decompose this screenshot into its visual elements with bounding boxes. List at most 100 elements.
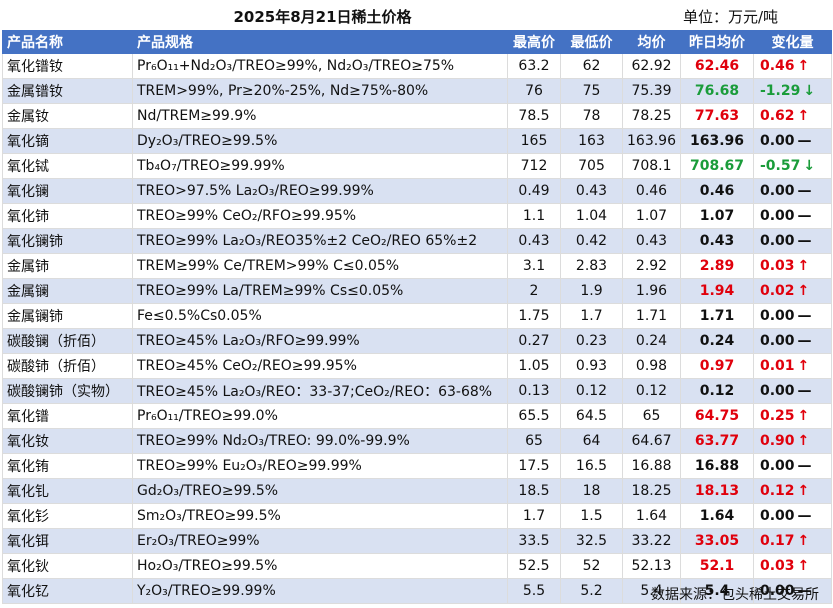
low-price-cell: 62 — [560, 53, 623, 79]
product-spec-cell: Y₂O₃/TREO≥99.99% — [132, 578, 508, 604]
arrow-up-icon: ↑ — [797, 258, 810, 274]
product-spec-cell: Sm₂O₃/TREO≥99.5% — [132, 503, 508, 529]
avg-price-cell: 1.64 — [622, 503, 681, 529]
product-name-cell: 金属镧铈 — [2, 303, 133, 329]
high-price-cell: 0.49 — [507, 178, 561, 204]
product-name-cell: 金属铈 — [2, 253, 133, 279]
change-value: 0.00 — [760, 183, 795, 199]
change-value: 0.00 — [760, 333, 795, 349]
change-cell: 0.17 ↑ — [753, 528, 832, 554]
avg-price-cell: 75.39 — [622, 78, 681, 104]
arrow-up-icon: ↑ — [797, 58, 810, 74]
yesterday-avg-cell: 63.77 — [680, 428, 754, 454]
low-price-cell: 64.5 — [560, 403, 623, 429]
product-spec-cell: TREO≥45% CeO₂/REO≥99.95% — [132, 353, 508, 379]
low-price-cell: 2.83 — [560, 253, 623, 279]
yesterday-avg-cell: 64.75 — [680, 403, 754, 429]
avg-price-cell: 0.98 — [622, 353, 681, 379]
low-price-cell: 52 — [560, 553, 623, 579]
change-value: 0.00 — [760, 208, 795, 224]
table-row: 氧化钐 Sm₂O₃/TREO≥99.5% 1.7 1.5 1.64 1.64 0.00— — [2, 503, 832, 529]
arrow-up-icon: ↑ — [797, 558, 810, 574]
change-cell: 0.00— — [753, 453, 832, 479]
arrow-up-icon: ↑ — [797, 483, 810, 499]
product-spec-cell: TREM>99%, Pr≥20%-25%, Nd≥75%-80% — [132, 78, 508, 104]
yesterday-avg-cell: 2.89 — [680, 253, 754, 279]
product-spec-cell: Pr₆O₁₁/TREO≥99.0% — [132, 403, 508, 429]
unit-label: 单位：万元/吨 — [683, 8, 779, 26]
product-spec-cell: TREO≥99% Eu₂O₃/REO≥99.99% — [132, 453, 508, 479]
avg-price-cell: 52.13 — [622, 553, 681, 579]
product-name-cell: 碳酸镧铈（实物） — [2, 378, 133, 404]
yesterday-avg-cell: 1.94 — [680, 278, 754, 304]
avg-price-cell: 5.4 — [622, 578, 681, 604]
product-name-cell: 氧化镨 — [2, 403, 133, 429]
change-value: 0.03 — [760, 558, 795, 574]
product-name-cell: 金属镨钕 — [2, 78, 133, 104]
high-price-cell: 18.5 — [507, 478, 561, 504]
product-spec-cell: Er₂O₃/TREO≥99% — [132, 528, 508, 554]
dash-icon: — — [797, 233, 812, 249]
change-value: 0.00 — [760, 133, 795, 149]
change-value: -0.57 — [760, 158, 801, 174]
product-spec-cell: TREO≥45% La₂O₃/REO：33-37;CeO₂/REO：63-68% — [132, 378, 508, 404]
table-row: 氧化镧 TREO>97.5% La₂O₃/REO≥99.99% 0.49 0.43 0.… — [2, 178, 832, 204]
arrow-up-icon: ↑ — [797, 283, 810, 299]
arrow-up-icon: ↑ — [797, 408, 810, 424]
table-row: 氧化钆 Gd₂O₃/TREO≥99.5% 18.5 18 18.25 18.13 0.12 ↑ — [2, 478, 832, 504]
low-price-cell: 163 — [560, 128, 623, 154]
product-spec-cell: Tb₄O₇/TREO≥99.99% — [132, 153, 508, 179]
yesterday-avg-cell: 0.24 — [680, 328, 754, 354]
product-name-cell: 氧化镨钕 — [2, 53, 133, 79]
high-price-cell: 33.5 — [507, 528, 561, 554]
header-yesterday: 昨日均价 — [680, 30, 754, 54]
yesterday-avg-cell: 62.46 — [680, 53, 754, 79]
low-price-cell: 18 — [560, 478, 623, 504]
high-price-cell: 52.5 — [507, 553, 561, 579]
product-spec-cell: TREO≥99% La/TREM≥99% Cs≤0.05% — [132, 278, 508, 304]
low-price-cell: 0.42 — [560, 228, 623, 254]
table-row: 氧化镧铈 TREO≥99% La₂O₃/REO35%±2 CeO₂/REO 65%… — [2, 228, 832, 254]
product-spec-cell: TREM≥99% Ce/TREM>99% C≤0.05% — [132, 253, 508, 279]
arrow-up-icon: ↑ — [797, 108, 810, 124]
dash-icon: — — [797, 183, 812, 199]
avg-price-cell: 64.67 — [622, 428, 681, 454]
header-high: 最高价 — [507, 30, 561, 54]
low-price-cell: 64 — [560, 428, 623, 454]
product-name-cell: 氧化镧 — [2, 178, 133, 204]
high-price-cell: 3.1 — [507, 253, 561, 279]
change-value: 0.25 — [760, 408, 795, 424]
page-title: 2025年8月21日稀土价格 — [233, 8, 412, 26]
dash-icon: — — [797, 458, 812, 474]
low-price-cell: 0.43 — [560, 178, 623, 204]
high-price-cell: 63.2 — [507, 53, 561, 79]
arrow-up-icon: ↑ — [797, 533, 810, 549]
table-row: 碳酸镧铈（实物） TREO≥45% La₂O₃/REO：33-37;CeO₂/RE… — [2, 378, 832, 404]
table-row: 金属镨钕 TREM>99%, Pr≥20%-25%, Nd≥75%-80% 76 75… — [2, 78, 832, 104]
table-header-row: 产品名称 产品规格 最高价 最低价 均价 昨日均价 变化量 — [2, 30, 832, 54]
product-spec-cell: TREO>97.5% La₂O₃/REO≥99.99% — [132, 178, 508, 204]
dash-icon: — — [797, 133, 812, 149]
yesterday-avg-cell: 77.63 — [680, 103, 754, 129]
product-spec-cell: Pr₆O₁₁+Nd₂O₃/TREO≥99%, Nd₂O₃/TREO≥75% — [132, 53, 508, 79]
yesterday-avg-cell: 52.1 — [680, 553, 754, 579]
product-spec-cell: TREO≥99% Nd₂O₃/TREO: 99.0%-99.9% — [132, 428, 508, 454]
change-value: 0.46 — [760, 58, 795, 74]
change-value: 0.00 — [760, 583, 795, 599]
product-name-cell: 氧化铽 — [2, 153, 133, 179]
table-row: 氧化铕 TREO≥99% Eu₂O₃/REO≥99.99% 17.5 16.5 16.8… — [2, 453, 832, 479]
product-name-cell: 氧化铈 — [2, 203, 133, 229]
avg-price-cell: 708.1 — [622, 153, 681, 179]
change-cell: 0.00— — [753, 503, 832, 529]
dash-icon: — — [797, 383, 812, 399]
high-price-cell: 65 — [507, 428, 561, 454]
product-name-cell: 氧化钬 — [2, 553, 133, 579]
high-price-cell: 0.43 — [507, 228, 561, 254]
high-price-cell: 1.7 — [507, 503, 561, 529]
header-change: 变化量 — [753, 30, 832, 54]
header-avg: 均价 — [622, 30, 681, 54]
low-price-cell: 32.5 — [560, 528, 623, 554]
product-name-cell: 氧化镝 — [2, 128, 133, 154]
avg-price-cell: 78.25 — [622, 103, 681, 129]
